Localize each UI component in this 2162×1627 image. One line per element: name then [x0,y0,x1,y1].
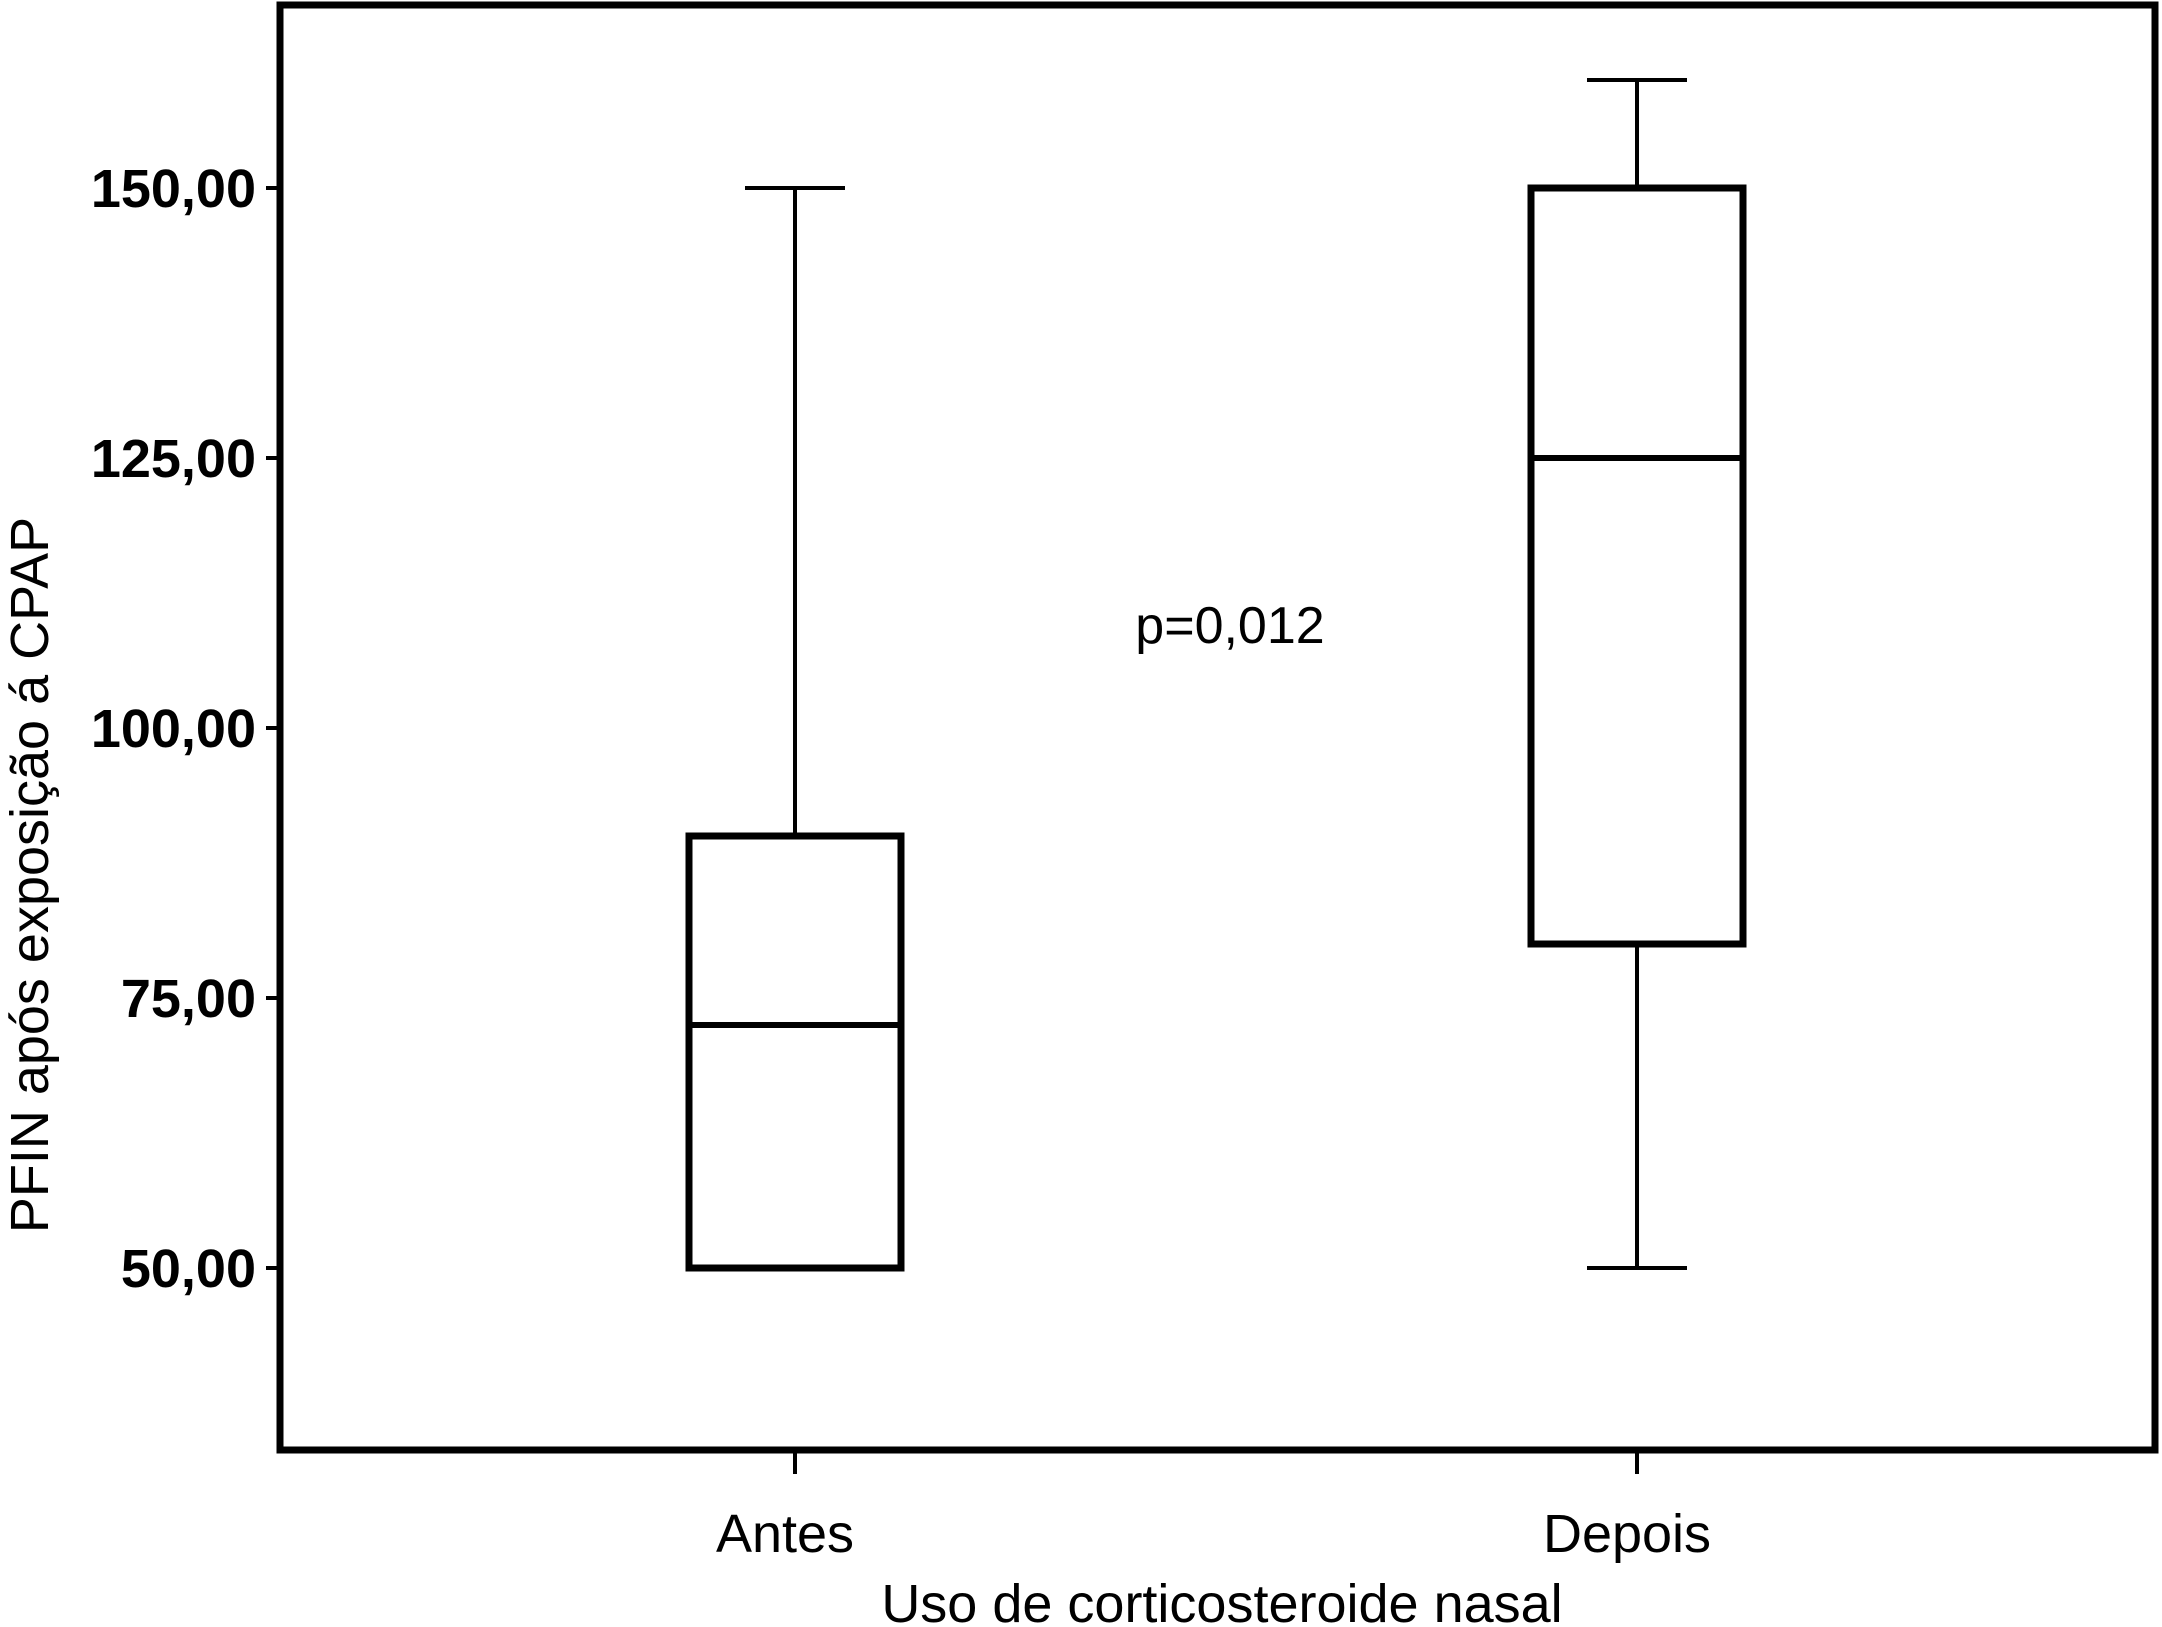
box-depois [1527,78,1747,1270]
y-tick-label: 150,00 [91,159,256,219]
y-tick-label: 50,00 [121,1239,256,1299]
y-axis-ticks: 50,00 75,00 100,00 125,00 150,00 [91,159,280,1299]
y-tick-label: 75,00 [121,969,256,1029]
x-axis-title: Uso de corticosteroide nasal [881,1574,1562,1627]
y-axis-title: PFIN após exposição á CPAP [0,517,60,1233]
x-tick-label: Depois [1543,1504,1711,1564]
iqr-box [685,832,905,1272]
y-tick-label: 100,00 [91,699,256,759]
p-value-annotation: p=0,012 [1135,597,1324,655]
box-antes [685,186,905,1272]
x-tick-label: Antes [716,1504,854,1564]
y-tick-label: 125,00 [91,429,256,489]
box-series [685,78,1747,1272]
x-axis-ticks: Antes Depois [716,1450,1711,1564]
iqr-box [1527,184,1747,948]
